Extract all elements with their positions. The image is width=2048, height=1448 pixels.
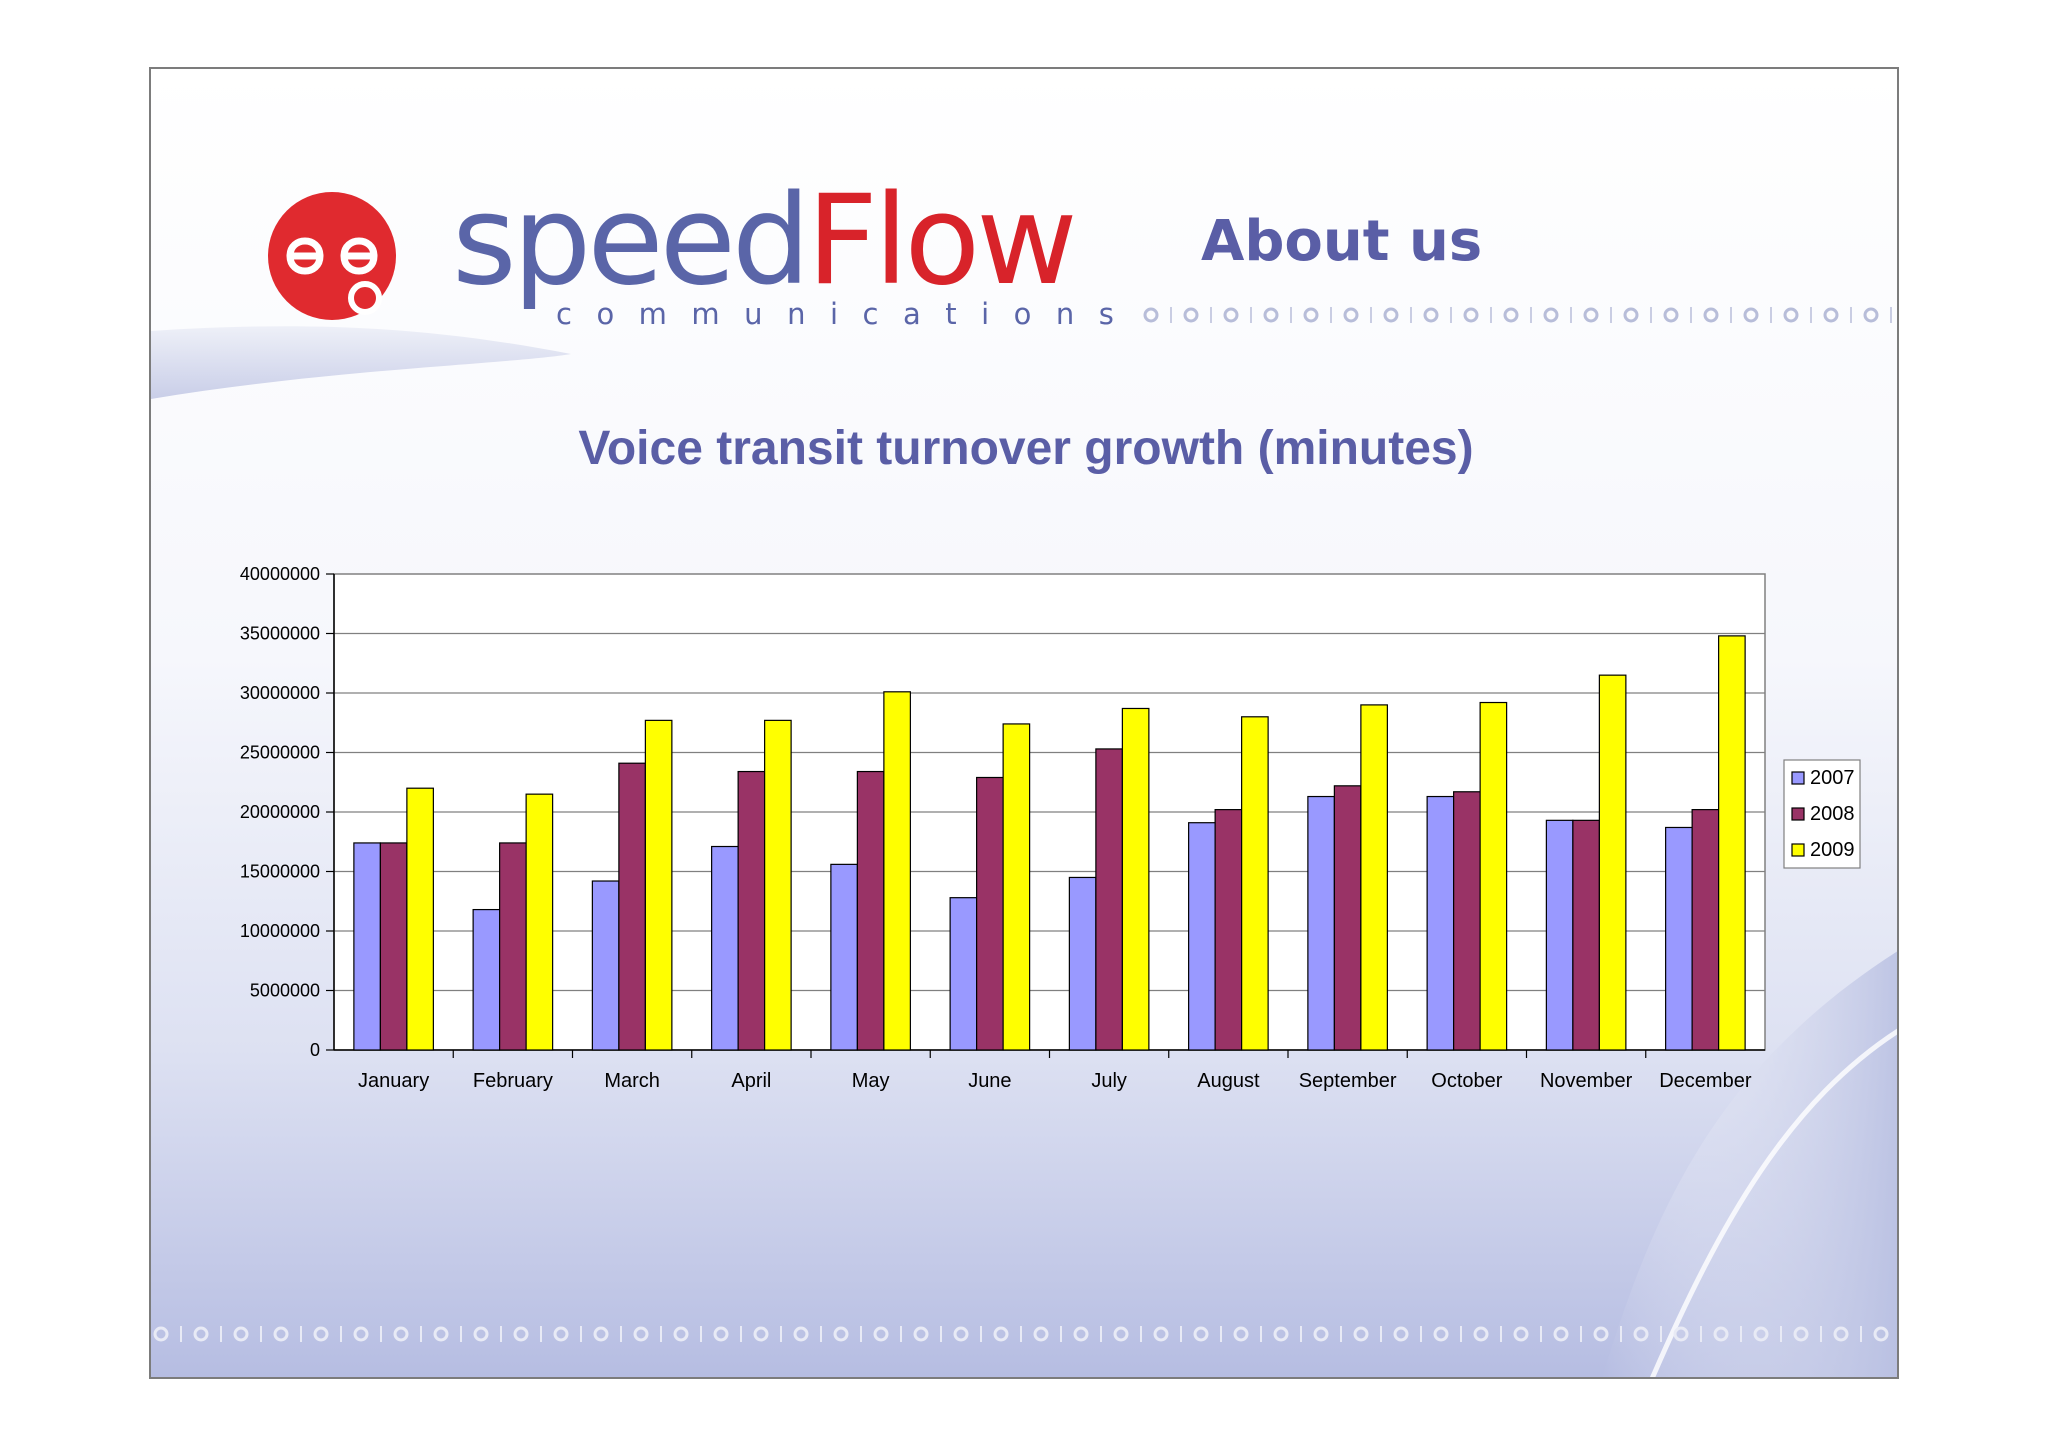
bar-2008-december (1691, 809, 1720, 1051)
bar-2007-september (1307, 795, 1335, 1051)
x-tick-label: March (604, 1070, 660, 1092)
bar-2009-june (1002, 723, 1031, 1051)
bar-2008-october (1453, 791, 1481, 1051)
bar-2009-october (1479, 701, 1508, 1051)
bar-2008-april (737, 770, 766, 1051)
bar-2008-august (1214, 809, 1243, 1051)
speedflow-logo-wordmark: speedFlow (452, 179, 1078, 303)
bar-2007-january (353, 842, 381, 1051)
bar-2008-january (379, 842, 408, 1051)
x-tick-label: July (1091, 1070, 1127, 1092)
legend-label-2007: 2007 (1810, 767, 1855, 789)
y-tick-label: 10000000 (240, 921, 320, 941)
slide-heading: About us (1201, 209, 1483, 274)
logo-wordmark-flow: Flow (806, 169, 1078, 313)
legend-label-2008: 2008 (1810, 803, 1855, 825)
x-tick-label: December (1659, 1070, 1752, 1092)
bar-2009-september (1360, 704, 1388, 1051)
x-tick-label: November (1540, 1070, 1633, 1092)
legend-label-2009: 2009 (1810, 839, 1855, 861)
x-tick-label: April (731, 1070, 771, 1092)
bottom-right-swoosh (1602, 951, 1897, 1377)
x-tick-label: August (1197, 1070, 1260, 1092)
bar-2007-april (711, 845, 739, 1051)
bar-2009-december (1718, 635, 1746, 1051)
bar-2008-march (618, 762, 646, 1051)
bar-2007-october (1426, 795, 1455, 1051)
bar-2009-february (525, 793, 554, 1051)
bar-2007-february (472, 908, 501, 1051)
decorative-dot-row-top (1143, 307, 1892, 323)
speedflow-logo-emblem (268, 192, 396, 320)
logo-tagline: communications (556, 297, 1139, 331)
y-tick-label: 35000000 (240, 624, 320, 644)
x-tick-label: September (1299, 1070, 1397, 1092)
y-tick-label: 20000000 (240, 802, 320, 822)
logo-wordmark-speed: speed (452, 169, 811, 313)
bar-2007-december (1665, 826, 1693, 1051)
bar-2009-january (406, 787, 434, 1051)
bar-2007-june (949, 897, 978, 1051)
bar-2009-may (883, 691, 911, 1051)
top-left-swoosh (151, 326, 571, 399)
bar-2007-july (1068, 876, 1097, 1051)
slide-background-art (151, 307, 1897, 1377)
bar-2008-july (1095, 748, 1123, 1051)
bar-2008-february (499, 842, 527, 1051)
legend-swatch-2009 (1791, 843, 1805, 857)
bar-2008-september (1333, 785, 1362, 1051)
bar-2009-july (1121, 707, 1150, 1051)
x-tick-label: June (968, 1070, 1011, 1092)
bar-2008-may (856, 770, 885, 1051)
y-tick-label: 5000000 (250, 981, 320, 1001)
decorative-dot-row-bottom (153, 1326, 1889, 1342)
y-tick-label: 30000000 (240, 683, 320, 703)
bar-2007-may (830, 863, 858, 1051)
chart-title: Voice transit turnover growth (minutes) (578, 422, 1474, 475)
bar-2009-november (1598, 674, 1627, 1051)
bar-2009-august (1241, 716, 1269, 1051)
x-tick-label: February (473, 1070, 553, 1092)
bar-2008-june (976, 776, 1004, 1051)
bar-2008-november (1572, 819, 1600, 1051)
y-tick-label: 25000000 (240, 743, 320, 763)
bar-2007-march (591, 880, 620, 1051)
bar-2007-august (1188, 822, 1216, 1051)
chart-legend: 2007 2008 2009 (1783, 759, 1861, 869)
y-tick-label: 0 (310, 1040, 320, 1060)
x-tick-label: May (852, 1070, 890, 1092)
y-tick-label: 40000000 (240, 564, 320, 584)
legend-swatch-2007 (1791, 771, 1805, 785)
bar-2009-march (644, 719, 673, 1051)
legend-swatch-2008 (1791, 807, 1805, 821)
y-tick-label: 15000000 (240, 862, 320, 882)
x-tick-label: October (1431, 1070, 1502, 1092)
bar-2007-november (1545, 819, 1574, 1051)
bar-2009-april (764, 719, 792, 1051)
x-tick-label: January (358, 1070, 429, 1092)
